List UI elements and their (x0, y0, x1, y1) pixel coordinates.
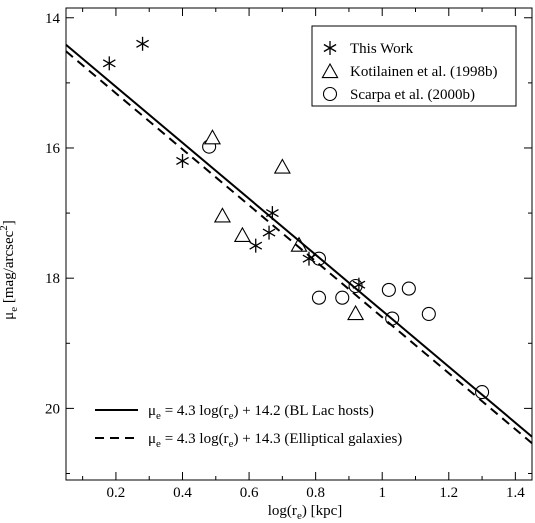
asterisk-point (302, 251, 316, 266)
axis-ticks: 0.2 0.4 0.6 0.8 1 1.2 1.4 14 16 18 20 (45, 8, 532, 501)
legend-label-scarpa: Scarpa et al. (2000b) (350, 87, 475, 103)
legend-triangle-marker (321, 62, 339, 79)
x-tick-label: 0.6 (240, 485, 259, 501)
x-tick-label: 1.4 (506, 485, 525, 501)
legend-label-bl-lac-fit: μe = 4.3 log(re) + 14.2 (BL Lac hosts) (148, 403, 374, 422)
circle-point (401, 281, 416, 296)
legend-box (311, 25, 517, 107)
x-tick-label: 0.2 (107, 485, 126, 501)
plot-frame (65, 7, 533, 481)
asterisk-point (249, 238, 263, 253)
triangle-point (213, 207, 231, 223)
legend-circle-marker (322, 86, 338, 102)
fit-lines (65, 44, 533, 444)
circle-point (421, 306, 436, 322)
fit-line-elliptical (65, 50, 533, 444)
triangle-point (273, 158, 291, 174)
legend-fits: μe = 4.3 log(re) + 14.2 (BL Lac hosts) μ… (95, 403, 402, 450)
x-tick-label: 0.8 (306, 485, 325, 501)
legend-label-kotilainen: Kotilainen et al. (1998b) (350, 64, 497, 80)
legend-asterisk-marker (323, 41, 337, 55)
asterisk-symbol (323, 41, 337, 55)
circle-point (335, 290, 350, 305)
asterisk-point (136, 36, 149, 51)
legend-label-elliptical-fit: μe = 4.3 log(re) + 14.3 (Elliptical gala… (148, 431, 402, 450)
x-tick-label: 1.2 (439, 485, 458, 501)
asterisk-point (102, 56, 116, 71)
triangle-point (203, 129, 221, 145)
y-tick-label: 16 (45, 141, 61, 157)
legend-label-this-work: This Work (350, 41, 414, 57)
x-tick-label: 0.4 (173, 485, 192, 501)
circle-symbol (322, 86, 338, 102)
circle-point (381, 282, 396, 297)
circle-point (311, 290, 327, 305)
triangle-point (347, 304, 365, 321)
circle-point (475, 385, 490, 400)
triangle-symbol (321, 62, 339, 79)
legend-series: This Work Kotilainen et al. (1998b) Scar… (311, 25, 517, 107)
triangle-point (233, 226, 251, 243)
asterisk-point (176, 153, 189, 168)
x-tick-label: 1 (378, 485, 386, 501)
y-tick-label: 20 (45, 401, 60, 417)
x-axis-label: log(re) [kpc] (268, 503, 342, 522)
asterisk-point (262, 225, 276, 240)
fit-line-bl-lac (65, 44, 533, 438)
y-tick-label: 14 (45, 11, 61, 27)
y-tick-label: 18 (45, 271, 60, 287)
data-marks (102, 36, 490, 400)
y-axis-label: μe [mag/arcsec2] (0, 220, 20, 320)
